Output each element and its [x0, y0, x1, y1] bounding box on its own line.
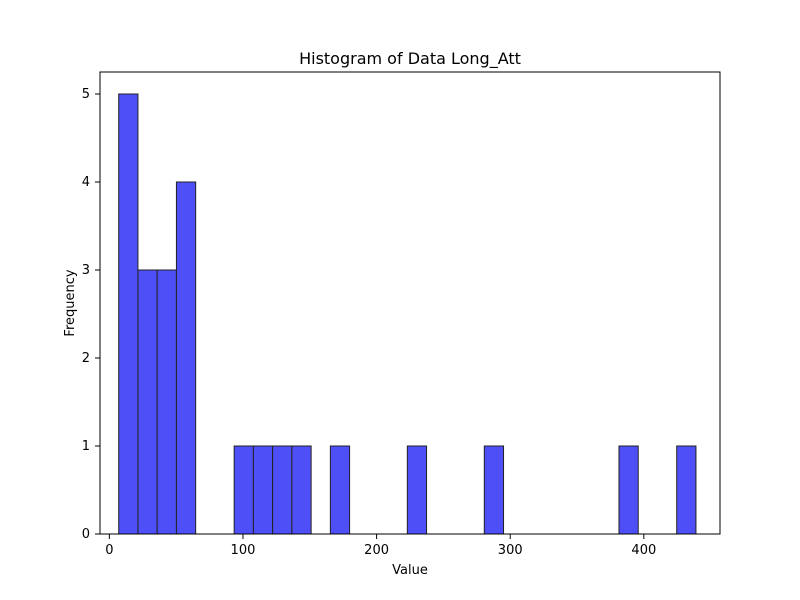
- chart-title: Histogram of Data Long_Att: [299, 49, 521, 69]
- histogram-bar-9: [329, 445, 351, 535]
- x-tick-label-2: 100: [231, 543, 256, 558]
- x-ticks-layer: 0 100 200 300 400: [105, 534, 656, 558]
- y-tick-label-3: 2: [82, 351, 90, 366]
- y-tick-label-1: 0: [82, 527, 90, 542]
- histogram-bar-8: [291, 445, 312, 535]
- histogram-bar-2: [137, 269, 158, 535]
- y-tick-label-6: 5: [82, 87, 90, 102]
- y-axis-title: Frequency: [63, 269, 78, 336]
- histogram-bar-7: [272, 445, 293, 535]
- y-tick-label-5: 4: [82, 175, 90, 190]
- plot-frame: [99, 71, 721, 535]
- y-ticks-layer: 0 1 2 3 4 5: [82, 87, 100, 542]
- histogram-bar-4: [175, 181, 197, 535]
- x-tick-label-3: 200: [364, 543, 389, 558]
- y-tick-label-2: 1: [82, 439, 90, 454]
- histogram-bar-5: [233, 445, 254, 535]
- x-tick-label-4: 300: [498, 543, 523, 558]
- x-axis-title: Value: [392, 563, 428, 578]
- x-tick-label-5: 400: [631, 543, 656, 558]
- histogram-bar-10: [406, 445, 428, 535]
- histogram-bar-11: [483, 445, 505, 535]
- histogram-bar-6: [252, 445, 274, 535]
- histogram-bar-3: [156, 269, 177, 535]
- histogram-bar-13: [676, 445, 697, 535]
- histogram-bar-12: [618, 445, 639, 535]
- x-tick-label-1: 0: [105, 543, 113, 558]
- histogram-bar-1: [118, 93, 139, 535]
- bars-layer: [118, 93, 697, 535]
- y-tick-label-4: 3: [82, 263, 90, 278]
